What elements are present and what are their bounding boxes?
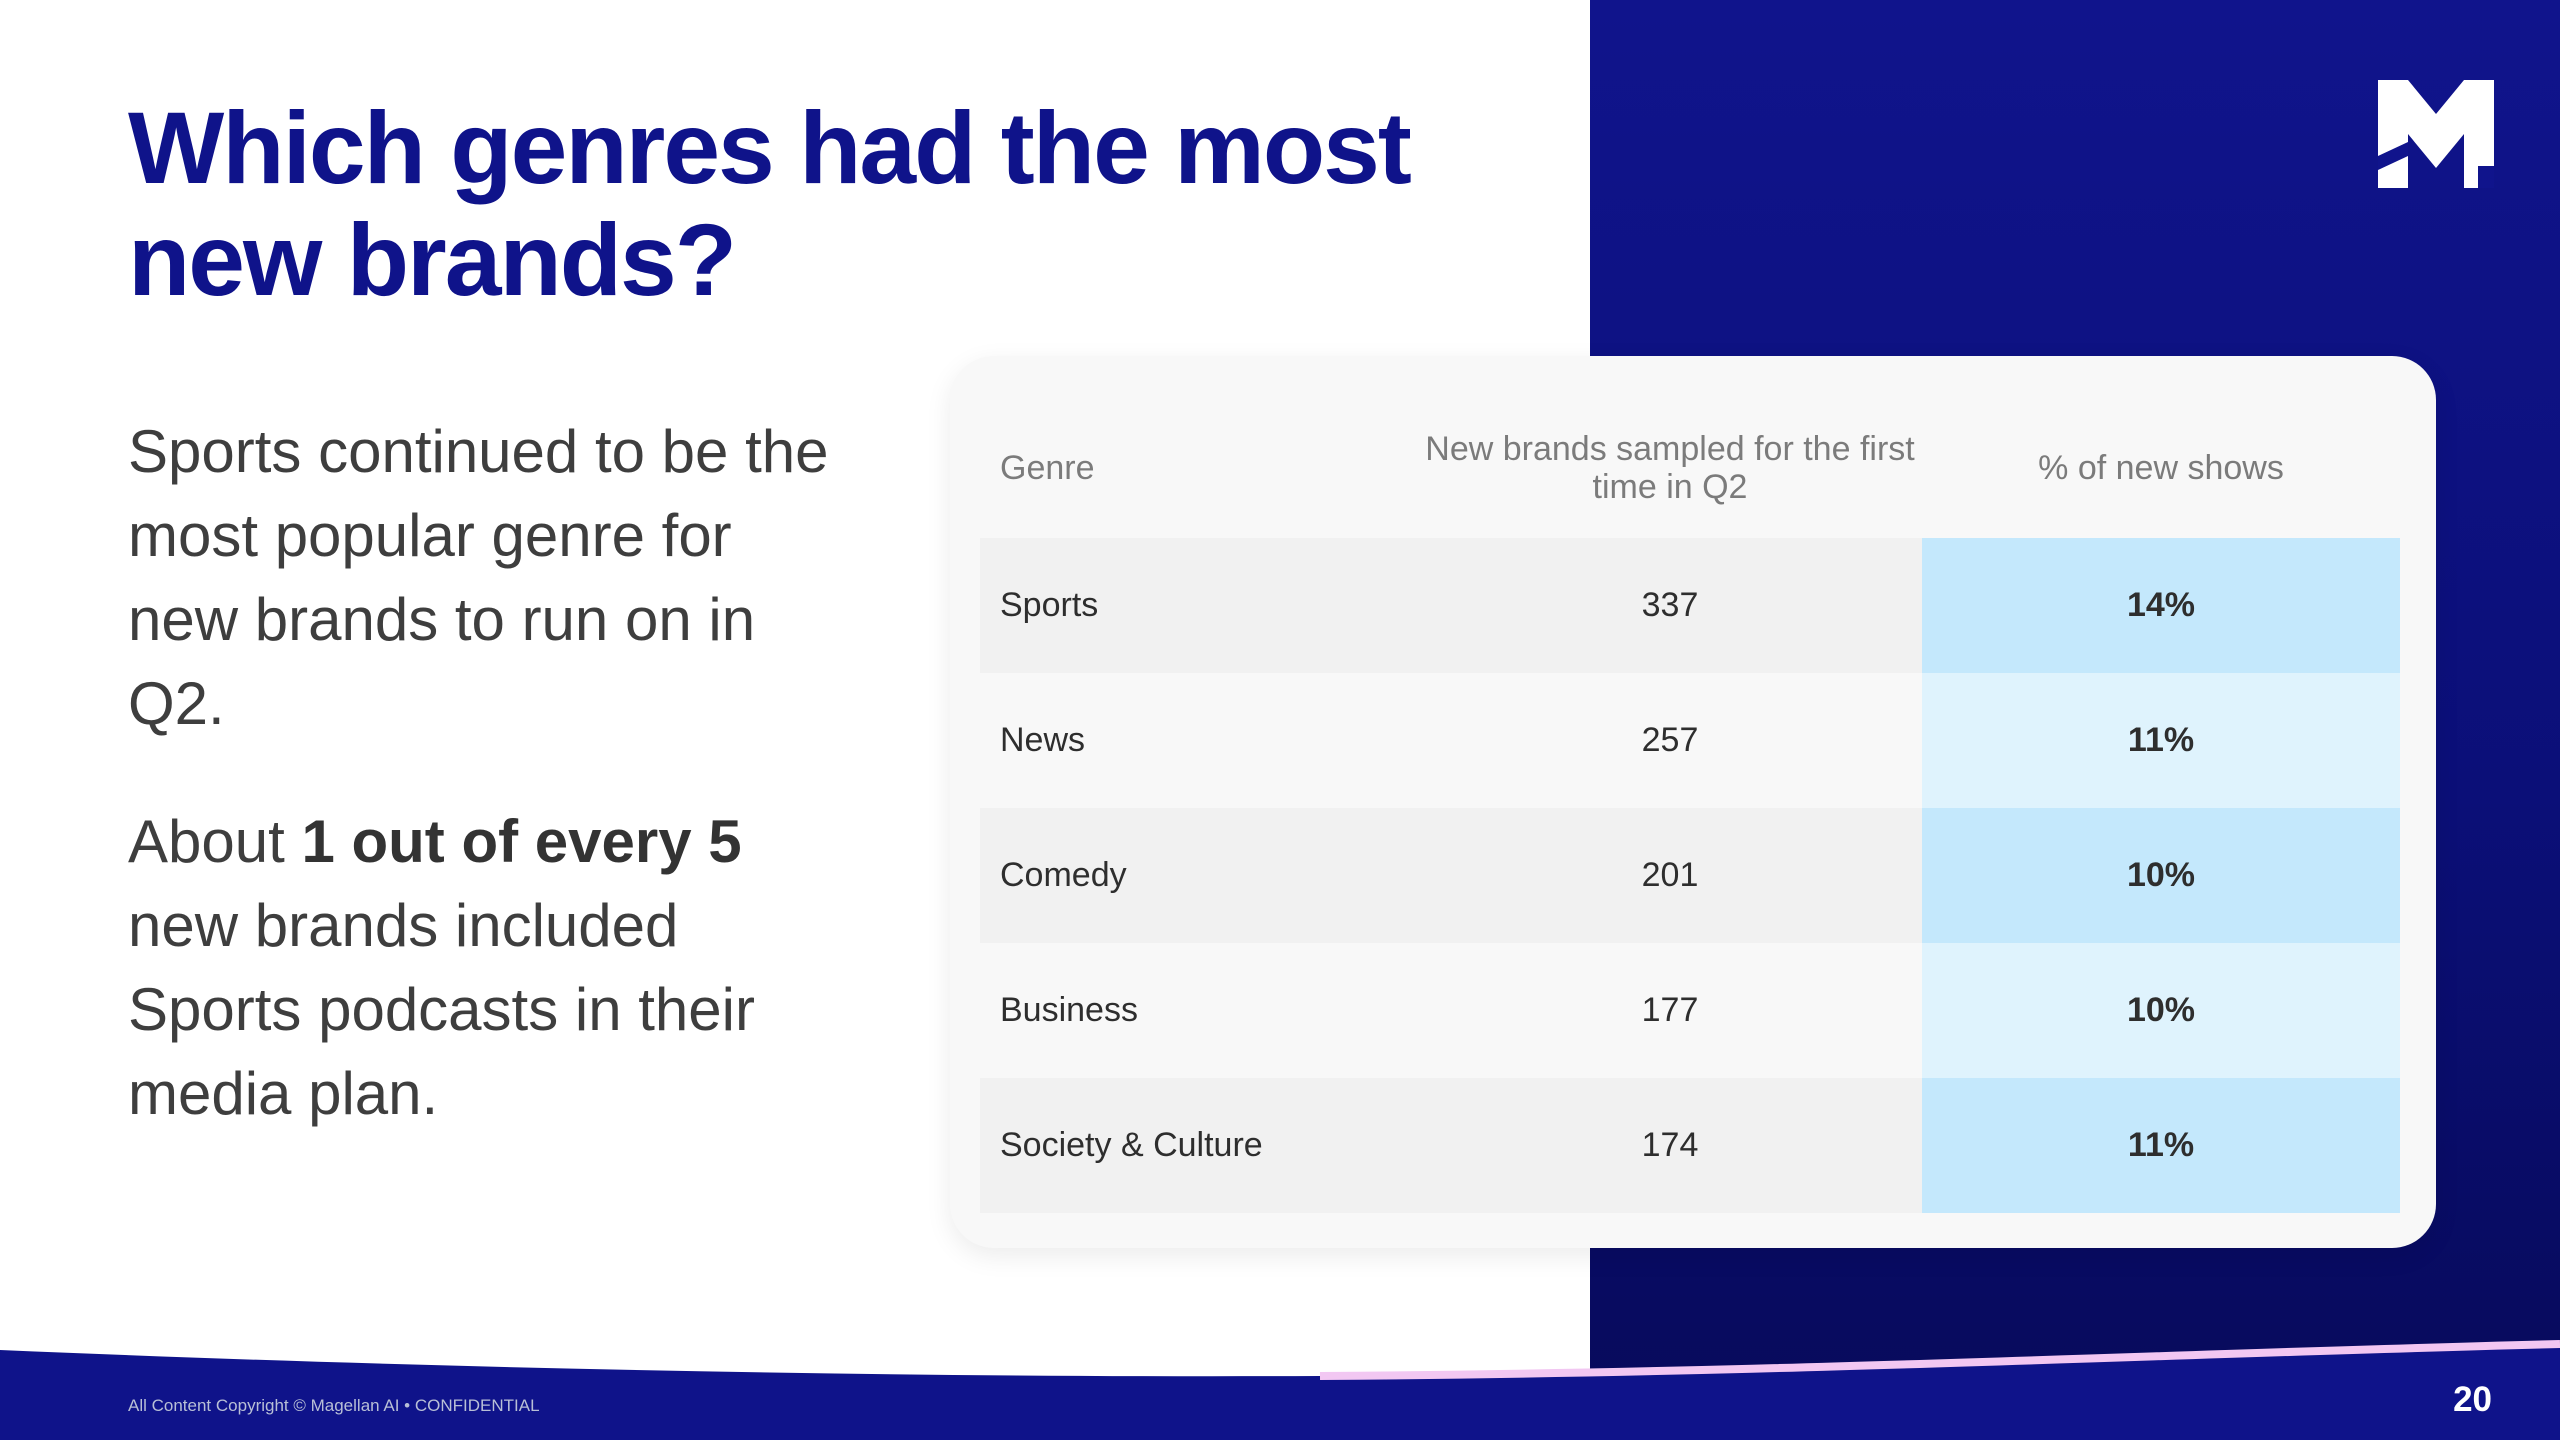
table-row: Society & Culture 174 11% — [980, 1078, 2400, 1213]
table-row: Sports 337 14% — [980, 538, 2400, 673]
summary-suffix: new brands included Sports podcasts in t… — [128, 892, 755, 1127]
percent-cell: 11% — [1922, 673, 2400, 808]
new-brands-cell: 257 — [1641, 721, 1699, 759]
row-left-cells: Comedy 201 — [980, 808, 1922, 943]
row-left-cells: Society & Culture 174 — [980, 1078, 1922, 1213]
row-left-cells: Business 177 — [980, 943, 1922, 1078]
row-left-cells: Sports 337 — [980, 538, 1922, 673]
summary-paragraph-1: Sports continued to be the most popular … — [128, 418, 829, 737]
summary-paragraph-2: About 1 out of every 5 new brands includ… — [128, 800, 858, 1136]
genre-cell: Business — [1000, 991, 1138, 1029]
percent-cell: 14% — [1922, 538, 2400, 673]
summary-prefix: About — [128, 808, 302, 875]
genre-cell: News — [1000, 721, 1086, 759]
genre-cell: Comedy — [1000, 856, 1127, 894]
percent-cell: 11% — [1922, 1078, 2400, 1213]
table-row: Comedy 201 10% — [980, 808, 2400, 943]
genre-cell: Society & Culture — [1000, 1126, 1263, 1164]
table-row: Business 177 10% — [980, 943, 2400, 1078]
page-title: Which genres had the most new brands? — [128, 91, 1412, 317]
row-left-cells: News 257 — [980, 673, 1922, 808]
percent-cell: 10% — [1922, 808, 2400, 943]
new-brands-cell: 337 — [1641, 586, 1699, 624]
genre-column-header: Genre — [1000, 449, 1095, 487]
footer-copyright: All Content Copyright © Magellan AI • CO… — [128, 1396, 540, 1415]
table-body: Sports 337 14% News 257 11% Comedy 201 1… — [980, 538, 2400, 1213]
magellan-m-logo-icon — [2378, 80, 2494, 188]
new-brands-cell: 201 — [1641, 856, 1699, 894]
genre-table-card: Genre New brands sampled for the first t… — [950, 356, 2436, 1248]
table-header: Genre New brands sampled for the first t… — [980, 412, 2400, 524]
percent-cell: 10% — [1922, 943, 2400, 1078]
percent-new-shows-column-header: % of new shows — [2038, 449, 2284, 487]
new-brands-cell: 177 — [1641, 991, 1699, 1029]
genre-cell: Sports — [1000, 586, 1099, 624]
summary-text: Sports continued to be the most popular … — [128, 410, 858, 1190]
page-number: 20 — [2453, 1380, 2492, 1419]
table-row: News 257 11% — [980, 673, 2400, 808]
summary-emphasis: 1 out of every 5 — [301, 808, 742, 875]
new-brands-column-header: New brands sampled for the first time in… — [1425, 430, 1915, 506]
footer-band — [0, 1328, 2560, 1440]
new-brands-cell: 174 — [1641, 1126, 1699, 1164]
